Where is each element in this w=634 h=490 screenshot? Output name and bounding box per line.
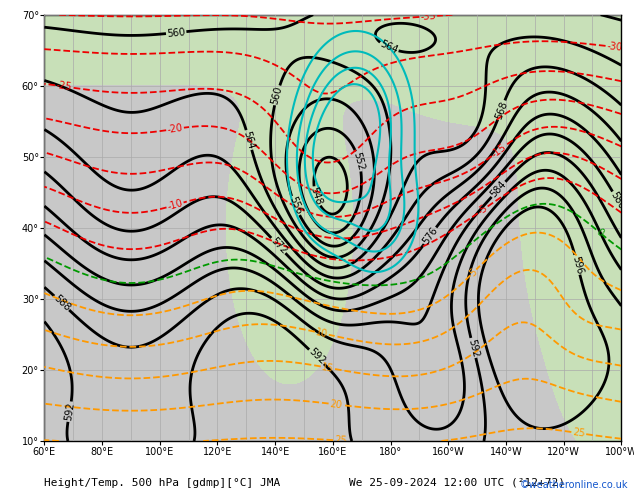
Text: Height/Temp. 500 hPa [gdmp][°C] JMA: Height/Temp. 500 hPa [gdmp][°C] JMA <box>44 478 281 488</box>
Text: 5: 5 <box>468 267 479 278</box>
Text: 20: 20 <box>329 399 342 410</box>
Text: 10: 10 <box>315 327 329 340</box>
Text: 25: 25 <box>334 435 347 446</box>
Text: 580: 580 <box>609 190 626 211</box>
Text: 568: 568 <box>493 99 509 121</box>
Text: 588: 588 <box>51 293 72 313</box>
Text: 560: 560 <box>167 27 186 39</box>
Text: -5: -5 <box>476 203 489 217</box>
Text: 572: 572 <box>268 235 288 256</box>
Text: -25: -25 <box>55 80 73 93</box>
Text: ©weatheronline.co.uk: ©weatheronline.co.uk <box>519 480 628 490</box>
Text: 556: 556 <box>287 195 304 216</box>
Text: 548: 548 <box>309 186 324 207</box>
Text: -35: -35 <box>420 11 436 22</box>
Text: 560: 560 <box>270 85 284 105</box>
Text: We 25-09-2024 12:00 UTC (²12+72): We 25-09-2024 12:00 UTC (²12+72) <box>349 478 565 488</box>
Text: 15: 15 <box>321 362 335 374</box>
Text: -15: -15 <box>489 142 508 159</box>
Text: 596: 596 <box>570 254 585 275</box>
Text: -30: -30 <box>606 41 623 53</box>
Text: 0: 0 <box>594 226 605 238</box>
Text: 25: 25 <box>572 427 585 439</box>
Text: 576: 576 <box>420 225 439 246</box>
Text: 592: 592 <box>306 346 327 367</box>
Text: 584: 584 <box>489 179 508 199</box>
Text: -20: -20 <box>167 123 184 135</box>
Text: -10: -10 <box>166 198 184 212</box>
Text: 592: 592 <box>63 402 76 422</box>
Text: 592: 592 <box>466 338 481 358</box>
Text: 564: 564 <box>378 39 399 56</box>
Text: 564: 564 <box>242 130 256 150</box>
Text: 552: 552 <box>352 151 366 171</box>
